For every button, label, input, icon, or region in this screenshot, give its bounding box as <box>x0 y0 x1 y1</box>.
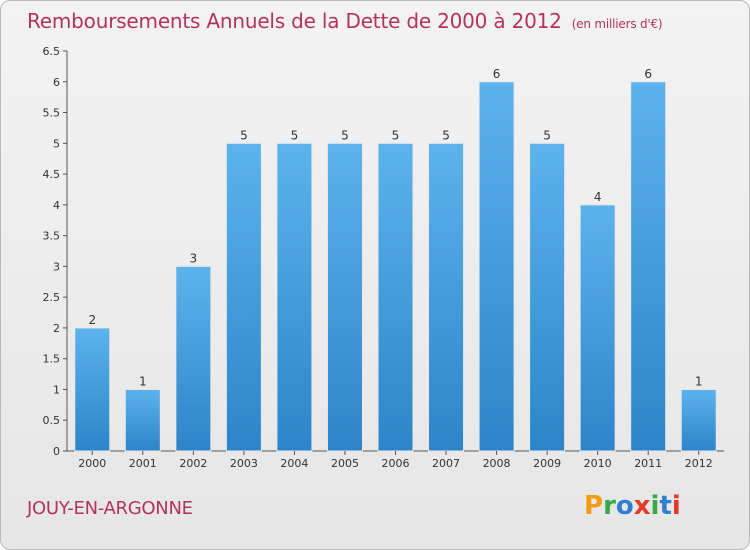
bar <box>579 204 616 452</box>
bar <box>428 142 465 452</box>
x-tick-label: 2002 <box>179 457 207 470</box>
logo-letter: i <box>650 491 660 521</box>
logo-letter: t <box>659 491 672 521</box>
y-tick-label: 6 <box>53 76 60 89</box>
bar-value-label: 4 <box>594 190 602 204</box>
x-tick-label: 2000 <box>78 457 106 470</box>
bar <box>326 142 363 452</box>
y-tick-label: 6.5 <box>43 45 61 58</box>
y-tick-label: 4.5 <box>43 168 61 181</box>
bar <box>175 265 212 452</box>
chart-subtitle: (en milliers d'€) <box>571 17 663 31</box>
bar <box>680 388 717 452</box>
x-tick-label: 2010 <box>584 457 612 470</box>
bar <box>630 81 667 452</box>
x-tick-label: 2006 <box>382 457 410 470</box>
logo-letter: P <box>584 491 604 521</box>
bar-value-label: 6 <box>493 67 501 81</box>
y-tick-label: 1.5 <box>43 353 61 366</box>
bar <box>529 142 566 452</box>
x-tick-label: 2008 <box>483 457 511 470</box>
y-tick-label: 5 <box>53 137 60 150</box>
x-tick-label: 2009 <box>533 457 561 470</box>
bar-value-label: 5 <box>291 128 299 142</box>
bar-value-label: 5 <box>543 128 551 142</box>
x-tick-label: 2011 <box>634 457 662 470</box>
bar-value-label: 5 <box>442 128 450 142</box>
y-tick-label: 3 <box>53 260 60 273</box>
bar-value-label: 5 <box>392 128 400 142</box>
y-tick-label: 3.5 <box>43 230 61 243</box>
y-tick-label: 4 <box>53 199 60 212</box>
y-tick-label: 2.5 <box>43 291 61 304</box>
bar <box>276 142 313 452</box>
bar-value-label: 5 <box>341 128 349 142</box>
y-tick-label: 0 <box>53 445 60 458</box>
bar-value-label: 6 <box>644 67 652 81</box>
bar <box>377 142 414 452</box>
bar <box>225 142 262 452</box>
bar-value-label: 3 <box>190 251 198 265</box>
y-tick-label: 0.5 <box>43 414 61 427</box>
x-tick-label: 2005 <box>331 457 359 470</box>
x-tick-label: 2007 <box>432 457 460 470</box>
logo-letter: x <box>633 491 651 521</box>
bar <box>74 327 111 452</box>
chart-title-text: Remboursements Annuels de la Dette de 20… <box>27 9 562 33</box>
bar <box>478 81 515 452</box>
logo-letter: r <box>603 491 616 521</box>
chart-title: Remboursements Annuels de la Dette de 20… <box>27 9 663 33</box>
x-tick-label: 2001 <box>129 457 157 470</box>
bar <box>124 388 161 452</box>
bar-value-label: 1 <box>695 374 703 388</box>
x-tick-label: 2012 <box>685 457 713 470</box>
y-tick-label: 1 <box>53 383 60 396</box>
commune-name: JOUY-EN-ARGONNE <box>27 498 193 519</box>
y-tick-label: 2 <box>53 322 60 335</box>
bar-value-label: 2 <box>88 313 96 327</box>
proxiti-logo: Proxiti <box>584 491 681 521</box>
bar-value-label: 1 <box>139 374 147 388</box>
x-tick-label: 2003 <box>230 457 258 470</box>
x-tick-label: 2004 <box>280 457 308 470</box>
logo-letter: i <box>671 491 681 521</box>
y-tick-label: 5.5 <box>43 107 61 120</box>
logo-letter: o <box>615 491 634 521</box>
bar-value-label: 5 <box>240 128 248 142</box>
